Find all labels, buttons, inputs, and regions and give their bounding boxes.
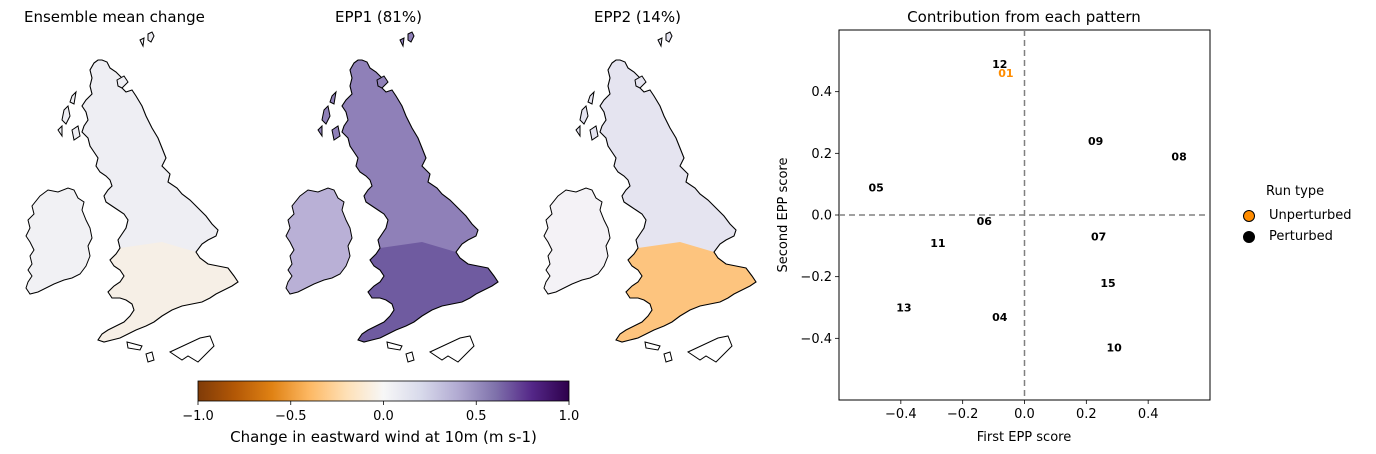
island-outline xyxy=(126,341,143,351)
island-outline xyxy=(644,341,661,351)
point-label-07: 07 xyxy=(1091,231,1106,244)
island-outline xyxy=(331,125,341,141)
map-panel-1 xyxy=(25,31,239,363)
island-outline xyxy=(665,31,673,43)
island-outline xyxy=(168,335,215,363)
point-label-10: 10 xyxy=(1107,342,1123,355)
y-tick-label: 0.4 xyxy=(811,85,832,100)
point-label-15: 15 xyxy=(1100,277,1115,290)
y-tick-label: −0.4 xyxy=(800,332,832,347)
y-tick-label: 0.0 xyxy=(811,209,832,224)
x-axis-label: First EPP score xyxy=(977,430,1071,445)
island-outline xyxy=(145,351,155,363)
point-label-04: 04 xyxy=(992,311,1008,324)
point-label-05: 05 xyxy=(868,181,883,194)
island-outline xyxy=(405,351,415,363)
island-outline xyxy=(329,90,337,105)
y-tick-label: 0.2 xyxy=(811,147,832,162)
x-tick-label: 0.4 xyxy=(1138,407,1159,422)
x-tick-label: −0.4 xyxy=(885,407,917,422)
colorbar-tick-label: 1.0 xyxy=(559,409,580,424)
ireland-landmass xyxy=(543,187,611,295)
southern-region-shading xyxy=(358,242,498,342)
island-outline xyxy=(686,335,733,363)
island-outline xyxy=(587,90,595,105)
map-title-ensemble-mean: Ensemble mean change xyxy=(24,8,205,26)
point-label-11: 11 xyxy=(930,237,945,250)
point-label-09: 09 xyxy=(1088,135,1103,148)
island-outline xyxy=(139,37,145,48)
ireland-landmass xyxy=(285,187,353,295)
island-outline xyxy=(321,104,331,125)
island-outline xyxy=(376,75,389,89)
legend-marker-perturbed xyxy=(1243,230,1255,243)
legend-item-perturbed: Perturbed xyxy=(1238,226,1352,247)
colorbar-tick-label: 0.5 xyxy=(466,409,487,424)
colorbar-gradient xyxy=(197,380,570,402)
island-outline xyxy=(663,351,673,363)
island-outline xyxy=(657,37,663,48)
legend: Run type Unperturbed Perturbed xyxy=(1238,184,1352,247)
colorbar-tick-label: −1.0 xyxy=(182,409,214,424)
point-label-12: 12 xyxy=(992,58,1007,71)
southern-region-shading xyxy=(98,242,238,342)
colorbar-label: Change in eastward wind at 10m (m s-1) xyxy=(230,428,537,446)
point-label-06: 06 xyxy=(977,215,993,228)
great-britain-coastline xyxy=(81,59,239,343)
scatter-chart: Contribution from each pattern −0.4 −0.2 0… xyxy=(776,8,1211,445)
great-britain-coastline xyxy=(341,59,499,343)
island-outline xyxy=(71,125,81,141)
island-outline xyxy=(589,125,599,141)
ireland-landmass xyxy=(25,187,93,295)
legend-label-perturbed: Perturbed xyxy=(1269,229,1333,244)
island-outline xyxy=(428,335,475,363)
island-outline xyxy=(61,104,71,125)
legend-title: Run type xyxy=(1266,184,1325,199)
map-title-epp1: EPP1 (81%) xyxy=(335,8,422,26)
chart-title: Contribution from each pattern xyxy=(907,8,1141,26)
island-outline xyxy=(399,37,405,48)
map-title-epp2: EPP2 (14%) xyxy=(594,8,681,26)
map-panel-2 xyxy=(285,31,499,363)
point-label-13: 13 xyxy=(896,302,911,315)
colorbar-tick-label: 0.0 xyxy=(373,409,394,424)
island-outline xyxy=(147,31,155,43)
island-outline xyxy=(575,124,581,138)
map-panel-3 xyxy=(543,31,757,363)
colorbar-tick-label: −0.5 xyxy=(275,409,307,424)
x-tick-label: 0.0 xyxy=(1014,407,1035,422)
island-outline xyxy=(634,75,647,89)
island-outline xyxy=(69,90,77,105)
southern-region-shading xyxy=(616,242,756,342)
legend-item-unperturbed: Unperturbed xyxy=(1238,205,1352,226)
island-outline xyxy=(317,124,323,138)
point-label-08: 08 xyxy=(1171,150,1186,163)
y-axis-label: Second EPP score xyxy=(776,158,791,273)
island-outline xyxy=(116,75,129,89)
point-label-01: 01 xyxy=(998,67,1013,80)
legend-label-unperturbed: Unperturbed xyxy=(1269,208,1352,223)
island-outline xyxy=(579,104,589,125)
colorbar: −1.0 −0.5 0.0 0.5 1.0 Change in eastward win… xyxy=(182,380,580,446)
x-tick-label: −0.2 xyxy=(947,407,979,422)
legend-marker-unperturbed xyxy=(1243,209,1255,222)
y-tick-label: −0.2 xyxy=(800,270,832,285)
map-panels xyxy=(25,31,757,363)
great-britain-coastline xyxy=(599,59,757,343)
island-outline xyxy=(57,124,63,138)
x-tick-label: 0.2 xyxy=(1076,407,1097,422)
island-outline xyxy=(386,341,403,351)
island-outline xyxy=(407,31,415,43)
